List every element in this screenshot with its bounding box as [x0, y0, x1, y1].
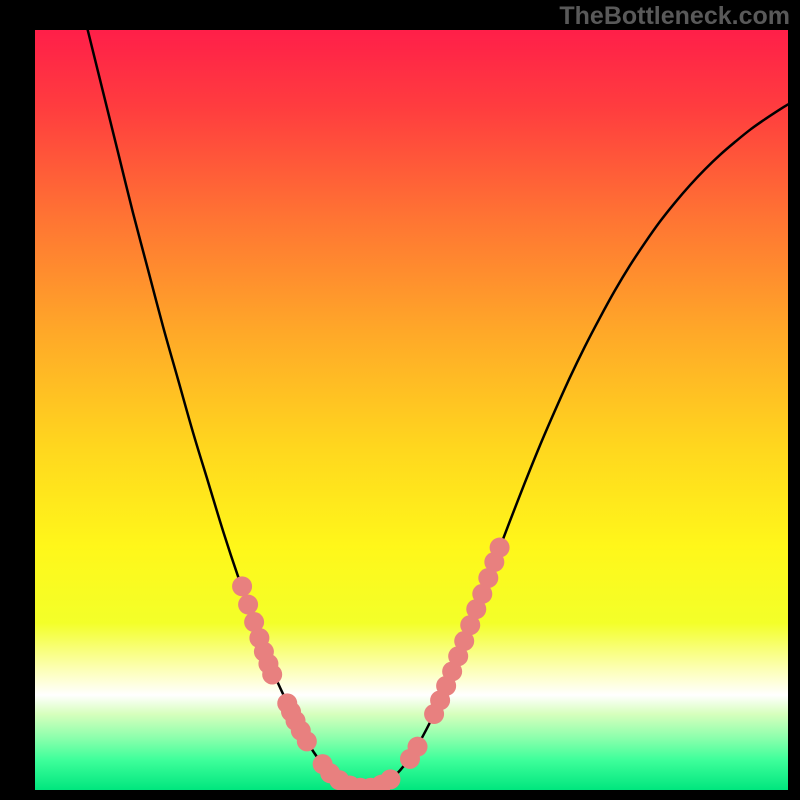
frame-border-left: [0, 0, 35, 800]
data-marker: [238, 595, 258, 615]
data-marker: [380, 769, 400, 789]
chart-svg: [35, 30, 788, 790]
data-marker: [262, 664, 282, 684]
bottleneck-chart: [35, 30, 788, 790]
data-marker: [490, 538, 510, 558]
data-marker: [297, 731, 317, 751]
chart-background: [35, 30, 788, 790]
data-marker: [232, 576, 252, 596]
frame-border-right: [788, 0, 800, 800]
frame-border-bottom: [0, 790, 800, 800]
data-marker: [408, 737, 428, 757]
watermark-text: TheBottleneck.com: [559, 2, 790, 31]
